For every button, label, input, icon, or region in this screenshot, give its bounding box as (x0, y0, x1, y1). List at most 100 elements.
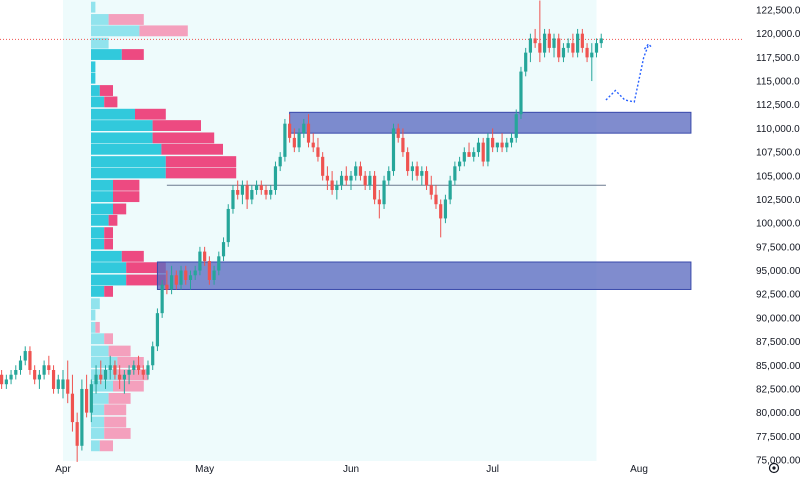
candle (481, 137, 485, 167)
volume-profile-buy-bar (91, 61, 96, 73)
candle-body (495, 142, 499, 148)
reference-lines (0, 38, 743, 186)
candle (528, 33, 533, 63)
candle-body (358, 166, 363, 176)
candle (56, 374, 60, 394)
candle-body (160, 284, 164, 314)
candle (85, 374, 89, 418)
candle-body (406, 152, 410, 172)
candle-body (401, 137, 405, 153)
candle-body (339, 175, 344, 186)
volume-profile-sell-bar (104, 416, 127, 428)
session-background-layer (63, 0, 597, 461)
candle (325, 166, 329, 190)
candle (330, 171, 334, 195)
candle (349, 171, 353, 190)
candle (457, 156, 462, 172)
volume-profile-sell-bar (104, 238, 113, 250)
candle-body (373, 175, 377, 200)
price-axis[interactable]: 75,000.00 77,500.00 80,000.00 82,500.00 85,0… (756, 6, 800, 467)
candle-body (250, 190, 254, 200)
price-tick-label: 120,000.00 (756, 29, 800, 40)
candle (292, 128, 296, 153)
volume-profile-buy-bar (91, 440, 100, 452)
candle (377, 190, 381, 219)
candle (439, 199, 443, 238)
candle-body (259, 185, 263, 190)
candle-body (377, 199, 381, 205)
candle-body (217, 256, 221, 271)
volume-profile-buy-bar (91, 25, 140, 37)
candle (339, 171, 344, 190)
candle-body (132, 365, 136, 370)
price-tick-label: 97,500.00 (756, 242, 800, 253)
candle (387, 166, 391, 186)
volume-profile-buy-bar (91, 416, 105, 428)
candle (401, 128, 405, 157)
candle (590, 43, 594, 82)
volume-profile-buy-bar (91, 250, 122, 262)
candle (453, 161, 457, 186)
candle-body (240, 185, 245, 195)
candle-body (368, 175, 372, 186)
candle (155, 308, 160, 352)
candle-body (311, 142, 315, 148)
time-tick-label: Jun (343, 464, 359, 475)
price-tick-label: 110,000.00 (756, 124, 800, 135)
candle-body (103, 370, 108, 380)
candle-body (519, 71, 523, 115)
candle-body (590, 52, 594, 58)
candle (207, 256, 211, 285)
candle-body (155, 313, 160, 347)
candle (259, 180, 263, 195)
candle (509, 133, 514, 148)
volume-profile-sell-bar (108, 393, 131, 404)
volume-profile-buy-bar (91, 285, 105, 297)
volume-profile-sell-bar (126, 274, 166, 286)
candle (406, 147, 410, 176)
volume-profile-buy-bar (91, 333, 105, 345)
candle (552, 33, 556, 58)
time-axis[interactable]: Apr May Jun Jul Aug (55, 464, 648, 475)
volume-profile-buy-bar (91, 345, 109, 357)
time-tick-label: Aug (630, 464, 648, 475)
volume-profile-sell-bar (139, 25, 188, 37)
settings-gear-icon[interactable] (768, 462, 780, 474)
candle (23, 346, 27, 366)
candle-body (146, 365, 150, 375)
candle (4, 374, 8, 389)
candle-body (127, 370, 131, 375)
session-range-background (63, 0, 597, 461)
candle-body (387, 171, 391, 181)
volume-profile-buy-bar (91, 238, 105, 250)
candle-body (231, 190, 235, 209)
candle (103, 365, 108, 389)
candle (491, 128, 495, 153)
candle (122, 370, 126, 394)
candle-body (486, 137, 490, 162)
candle-body (481, 142, 485, 162)
candle (113, 360, 117, 380)
candle-body (542, 33, 547, 53)
candle (221, 237, 226, 262)
volume-profile-sell-bar (104, 285, 113, 297)
candle (363, 171, 367, 190)
candle (382, 175, 386, 209)
candle (306, 114, 311, 148)
volume-profile-sell-bar (104, 227, 113, 239)
candle (316, 137, 320, 162)
volume-profile-buy-bar (91, 321, 96, 333)
volume-profile-buy-bar (91, 428, 105, 439)
candle-body (599, 38, 603, 44)
candle-body (28, 351, 32, 370)
candle (245, 180, 249, 209)
volume-profile-sell-bar (117, 357, 144, 368)
candle (70, 374, 75, 432)
candle (335, 180, 339, 200)
candle (75, 412, 79, 462)
candle-body (165, 284, 169, 290)
candle (33, 365, 37, 385)
candle (533, 28, 537, 48)
volume-profile-buy-bar (91, 132, 153, 144)
candle-body (75, 422, 79, 446)
